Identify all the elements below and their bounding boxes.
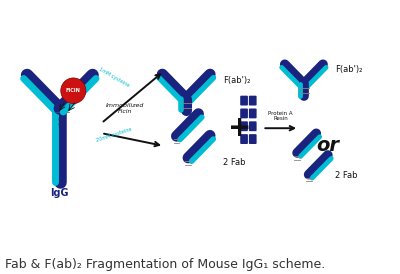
Text: 2 Fab: 2 Fab: [335, 171, 357, 180]
Text: F(ab')₂: F(ab')₂: [223, 76, 250, 85]
Text: IgG: IgG: [50, 189, 69, 198]
Text: Immobilized
Ficin: Immobilized Ficin: [106, 103, 144, 114]
Text: F(ab')₂: F(ab')₂: [335, 65, 362, 73]
Text: 20mM cysteine: 20mM cysteine: [95, 127, 132, 143]
FancyBboxPatch shape: [240, 96, 248, 105]
Text: 2 Fab: 2 Fab: [223, 158, 245, 167]
Text: +: +: [228, 114, 251, 142]
Text: 1mM cysteine: 1mM cysteine: [98, 66, 130, 88]
Text: FICIN: FICIN: [66, 88, 81, 93]
FancyBboxPatch shape: [249, 134, 257, 144]
FancyBboxPatch shape: [240, 121, 248, 131]
FancyBboxPatch shape: [240, 134, 248, 144]
Text: or: or: [316, 136, 340, 155]
FancyBboxPatch shape: [249, 109, 257, 118]
Text: S-S
S-S: S-S S-S: [58, 118, 64, 127]
Text: Fab & F(ab)₂ Fragmentation of Mouse IgG₁ scheme.: Fab & F(ab)₂ Fragmentation of Mouse IgG₁…: [5, 258, 325, 272]
Circle shape: [61, 78, 86, 104]
FancyBboxPatch shape: [240, 109, 248, 118]
FancyBboxPatch shape: [249, 96, 257, 105]
FancyBboxPatch shape: [249, 121, 257, 131]
Text: Protein A
Resin: Protein A Resin: [268, 110, 293, 121]
